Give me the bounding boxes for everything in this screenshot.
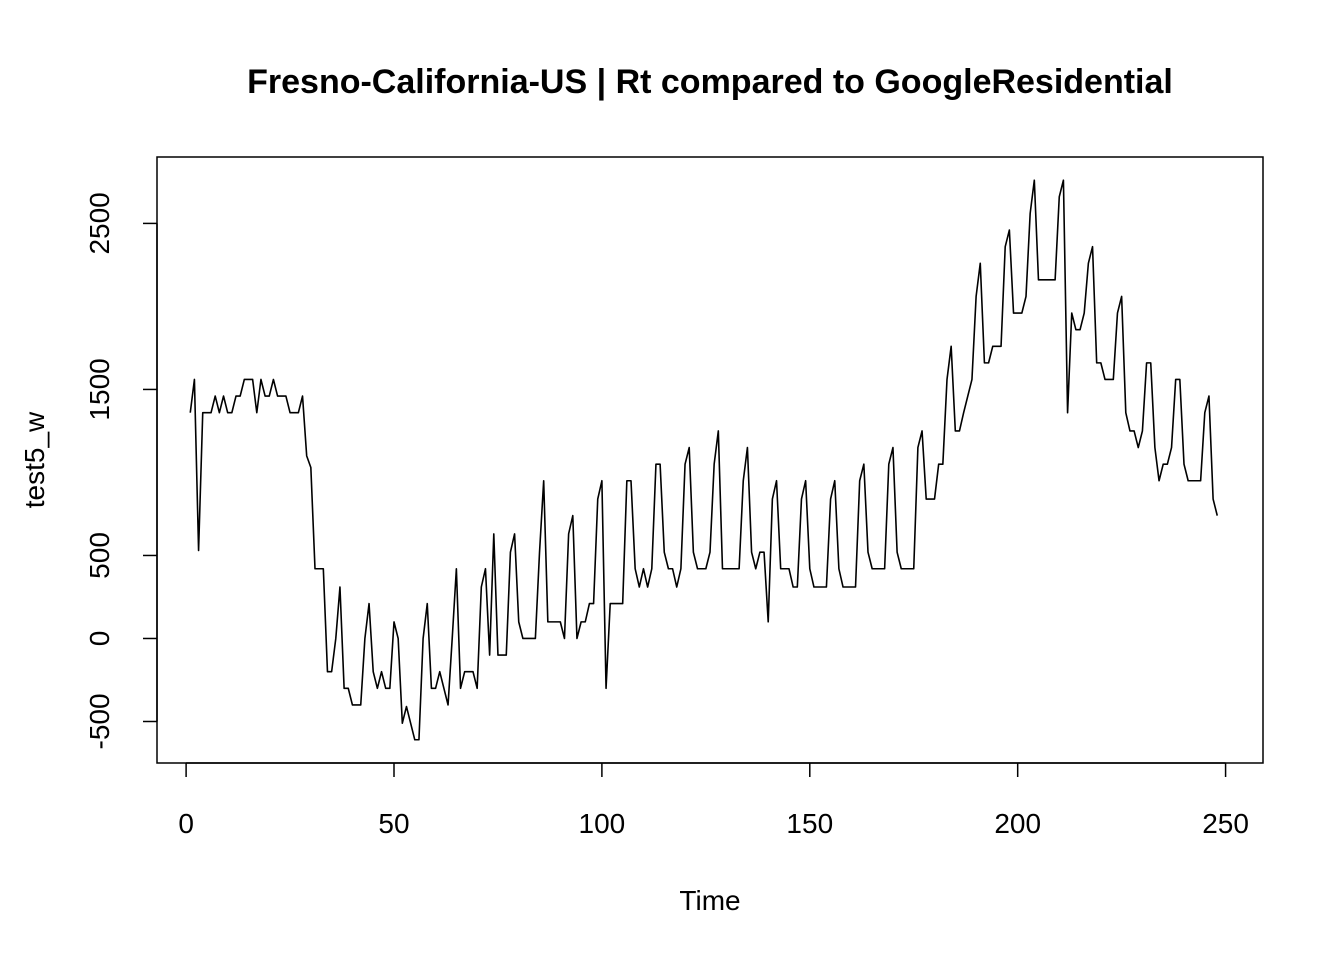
x-axis: 0 50 100 150 200 250 [178, 762, 1249, 839]
series-layer [189, 179, 1219, 741]
series-line-test5_w [189, 179, 1219, 741]
x-tick-label: 0 [178, 808, 194, 839]
y-tick-label: 500 [84, 532, 115, 579]
y-tick-label: 0 [84, 631, 115, 647]
x-tick-label: 200 [994, 808, 1041, 839]
chart-title: Fresno-California-US | Rt compared to Go… [247, 63, 1173, 101]
x-tick-label: 50 [378, 808, 409, 839]
x-tick-label: 150 [786, 808, 833, 839]
x-axis-label: Time [679, 885, 740, 916]
y-tick-label: -500 [84, 693, 115, 749]
y-axis: -500 0 500 1500 2500 [84, 192, 158, 750]
y-axis-label: test5_w [19, 411, 50, 508]
y-tick-label: 1500 [84, 358, 115, 420]
x-tick-label: 100 [579, 808, 626, 839]
x-tick-label: 250 [1202, 808, 1249, 839]
y-tick-label: 2500 [84, 192, 115, 254]
